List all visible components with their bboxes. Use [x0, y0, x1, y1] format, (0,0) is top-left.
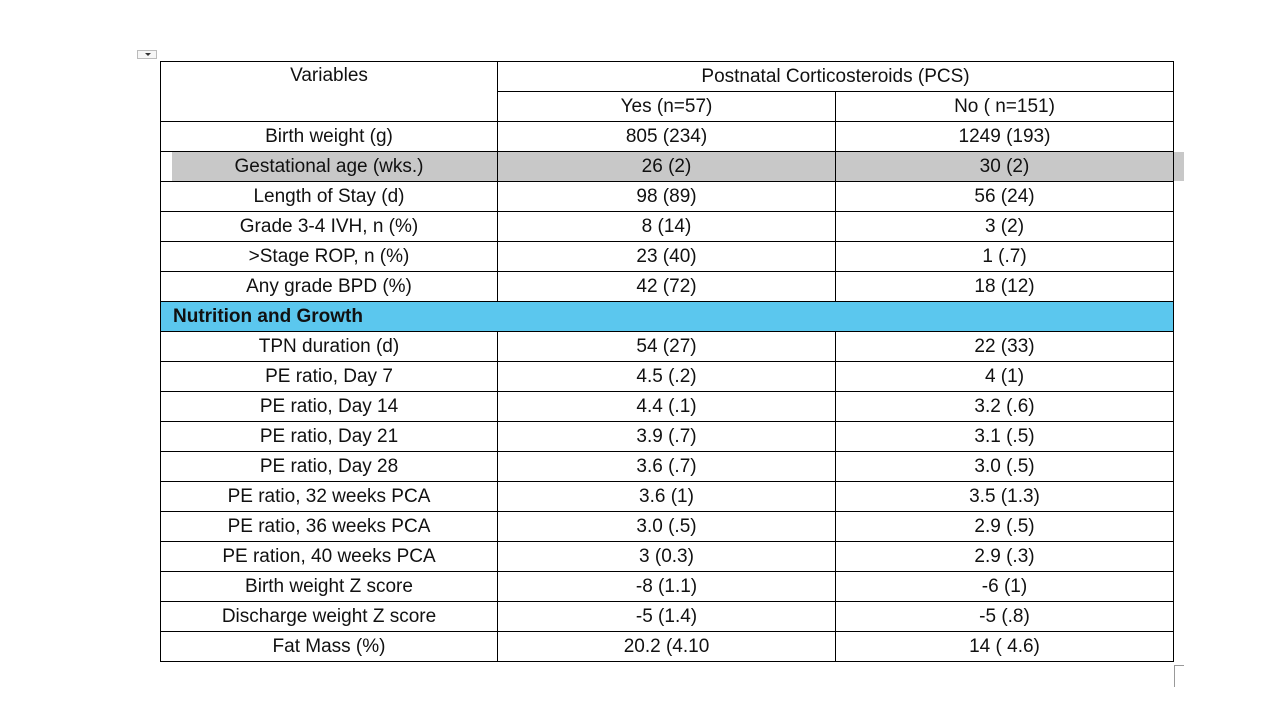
variable-cell: PE ratio, Day 14 [160, 391, 498, 422]
pcs-no-cell: 30 (2) [835, 151, 1174, 182]
header-variables: Variables [160, 61, 498, 122]
table-row: Gestational age (wks.) 26 (2) 30 (2) [160, 151, 1174, 182]
variable-cell: PE ration, 40 weeks PCA [160, 541, 498, 572]
section-label: Nutrition and Growth [160, 301, 1174, 332]
pcs-no-cell: 22 (33) [835, 331, 1174, 362]
variable-cell: PE ratio, Day 28 [160, 451, 498, 482]
header-no: No ( n=151) [835, 91, 1174, 122]
variable-cell: >Stage ROP, n (%) [160, 241, 498, 272]
pcs-yes-cell: 8 (14) [497, 211, 836, 242]
section-row: Nutrition and Growth [160, 301, 1174, 332]
pcs-yes-cell: 42 (72) [497, 271, 836, 302]
pcs-yes-cell: -8 (1.1) [497, 571, 836, 602]
variable-cell: PE ratio, Day 21 [160, 421, 498, 452]
table-row: PE ratio, Day 14 4.4 (.1) 3.2 (.6) [160, 391, 1174, 422]
pcs-no-cell: 1 (.7) [835, 241, 1174, 272]
pcs-yes-cell: -5 (1.4) [497, 601, 836, 632]
results-table: Variables Postnatal Corticosteroids (PCS… [160, 61, 1174, 662]
pcs-yes-cell: 98 (89) [497, 181, 836, 212]
pcs-yes-cell: 23 (40) [497, 241, 836, 272]
table-row: Any grade BPD (%) 42 (72) 18 (12) [160, 271, 1174, 302]
header-row-1: Variables Postnatal Corticosteroids (PCS… [160, 61, 1174, 122]
header-group: Postnatal Corticosteroids (PCS) [497, 61, 1174, 92]
table-row: PE ratio, 36 weeks PCA 3.0 (.5) 2.9 (.5) [160, 511, 1174, 542]
table-row: PE ration, 40 weeks PCA 3 (0.3) 2.9 (.3) [160, 541, 1174, 572]
pcs-no-cell: 14 ( 4.6) [835, 631, 1174, 662]
table-move-handle[interactable] [137, 50, 157, 59]
table-row: PE ratio, Day 21 3.9 (.7) 3.1 (.5) [160, 421, 1174, 452]
pcs-yes-cell: 4.4 (.1) [497, 391, 836, 422]
table-row: PE ratio, Day 7 4.5 (.2) 4 (1) [160, 361, 1174, 392]
variable-cell: PE ratio, 36 weeks PCA [160, 511, 498, 542]
header-row-2: Yes (n=57) No ( n=151) [161, 91, 1174, 122]
table-row: Birth weight (g) 805 (234) 1249 (193) [160, 121, 1174, 152]
variable-cell: Any grade BPD (%) [160, 271, 498, 302]
pcs-no-cell: -6 (1) [835, 571, 1174, 602]
variable-cell: PE ratio, 32 weeks PCA [160, 481, 498, 512]
table-row: Length of Stay (d) 98 (89) 56 (24) [160, 181, 1174, 212]
table-row: Fat Mass (%) 20.2 (4.10 14 ( 4.6) [160, 631, 1174, 662]
pcs-no-cell: 3 (2) [835, 211, 1174, 242]
pcs-no-cell: 2.9 (.5) [835, 511, 1174, 542]
pcs-no-cell: 18 (12) [835, 271, 1174, 302]
pcs-yes-cell: 805 (234) [497, 121, 836, 152]
variable-cell: Fat Mass (%) [160, 631, 498, 662]
variable-cell: Length of Stay (d) [160, 181, 498, 212]
variable-cell: Birth weight Z score [160, 571, 498, 602]
variable-cell: Birth weight (g) [160, 121, 498, 152]
table-row: >Stage ROP, n (%) 23 (40) 1 (.7) [160, 241, 1174, 272]
pcs-no-cell: 4 (1) [835, 361, 1174, 392]
pcs-no-cell: 3.1 (.5) [835, 421, 1174, 452]
table-row: PE ratio, 32 weeks PCA 3.6 (1) 3.5 (1.3) [160, 481, 1174, 512]
pcs-yes-cell: 54 (27) [497, 331, 836, 362]
pcs-yes-cell: 3.6 (1) [497, 481, 836, 512]
pcs-yes-cell: 3 (0.3) [497, 541, 836, 572]
table-resize-handle[interactable] [1174, 665, 1184, 687]
variable-cell: Discharge weight Z score [160, 601, 498, 632]
variable-cell: TPN duration (d) [160, 331, 498, 362]
pcs-yes-cell: 3.6 (.7) [497, 451, 836, 482]
variable-cell: Grade 3-4 IVH, n (%) [160, 211, 498, 242]
header-yes: Yes (n=57) [497, 91, 836, 122]
table-row: PE ratio, Day 28 3.6 (.7) 3.0 (.5) [160, 451, 1174, 482]
table-row: Birth weight Z score -8 (1.1) -6 (1) [160, 571, 1174, 602]
table-row: Discharge weight Z score -5 (1.4) -5 (.8) [160, 601, 1174, 632]
pcs-no-cell: 2.9 (.3) [835, 541, 1174, 572]
table-row: TPN duration (d) 54 (27) 22 (33) [160, 331, 1174, 362]
pcs-yes-cell: 26 (2) [497, 151, 836, 182]
table-row: Grade 3-4 IVH, n (%) 8 (14) 3 (2) [160, 211, 1174, 242]
pcs-no-cell: 3.2 (.6) [835, 391, 1174, 422]
variable-cell: PE ratio, Day 7 [160, 361, 498, 392]
pcs-no-cell: 3.5 (1.3) [835, 481, 1174, 512]
pcs-no-cell: 3.0 (.5) [835, 451, 1174, 482]
variable-cell: Gestational age (wks.) [160, 151, 498, 182]
pcs-yes-cell: 20.2 (4.10 [497, 631, 836, 662]
pcs-no-cell: -5 (.8) [835, 601, 1174, 632]
pcs-no-cell: 1249 (193) [835, 121, 1174, 152]
pcs-yes-cell: 4.5 (.2) [497, 361, 836, 392]
pcs-yes-cell: 3.9 (.7) [497, 421, 836, 452]
pcs-yes-cell: 3.0 (.5) [497, 511, 836, 542]
pcs-no-cell: 56 (24) [835, 181, 1174, 212]
